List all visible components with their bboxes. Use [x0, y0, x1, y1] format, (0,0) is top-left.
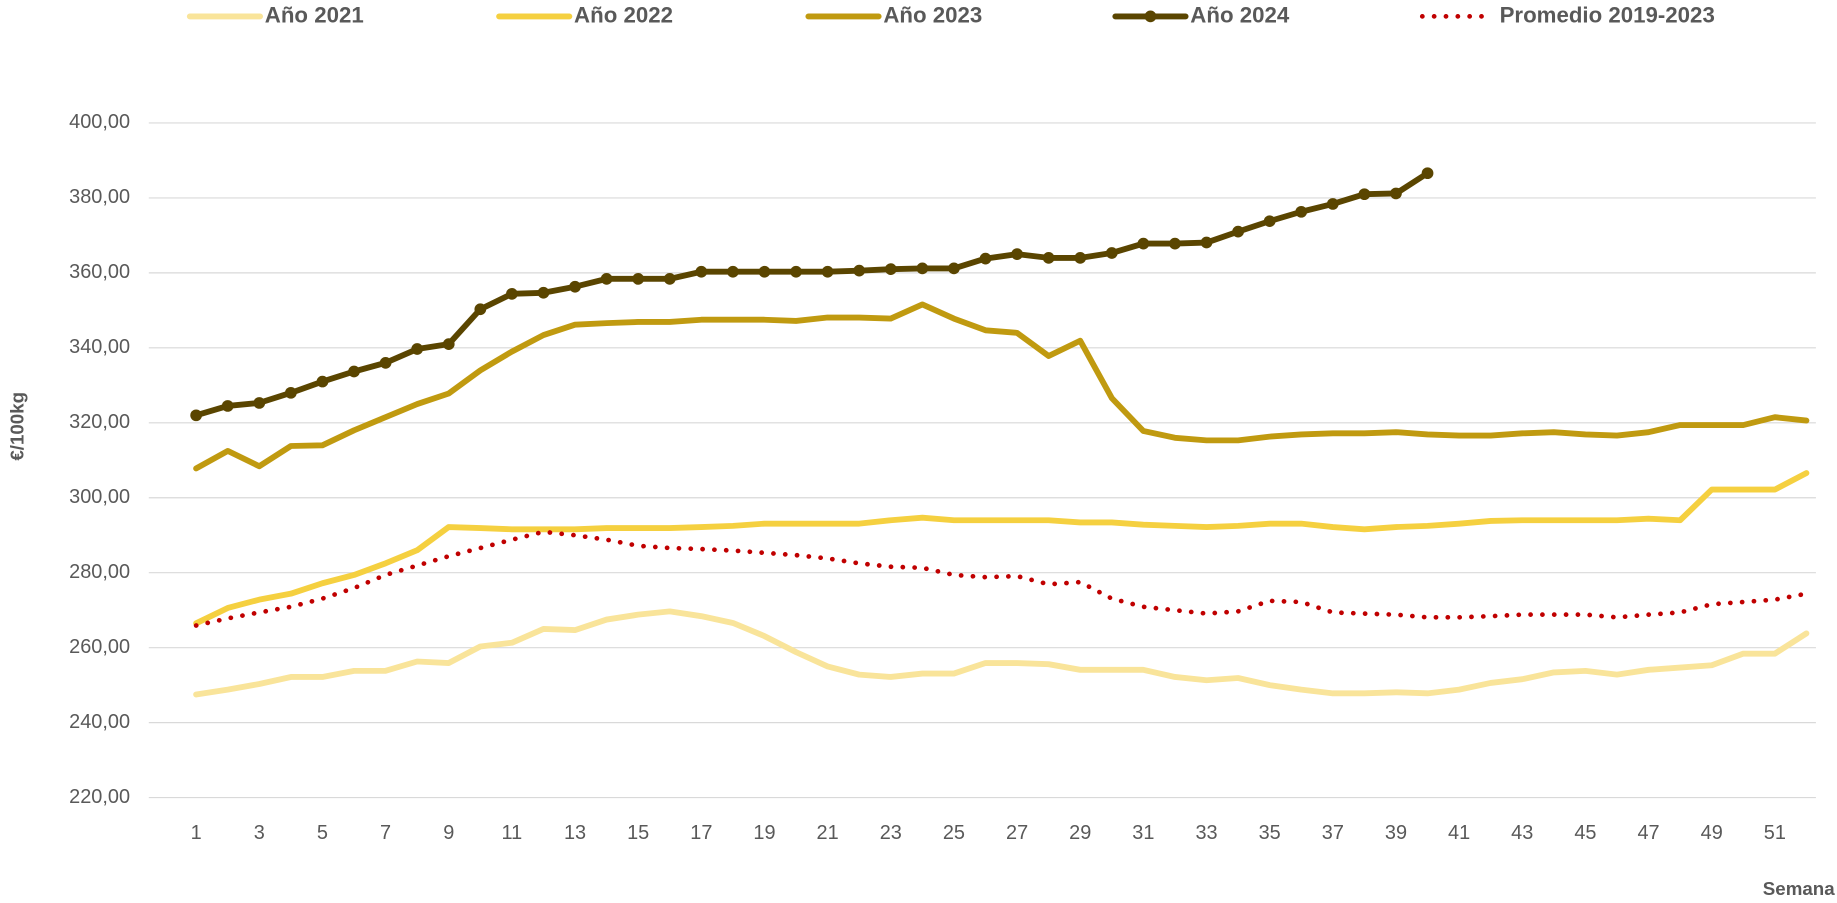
- data-point: [916, 262, 929, 275]
- data-point: [1011, 248, 1023, 261]
- data-point: [1169, 237, 1181, 250]
- data-point: [884, 263, 897, 275]
- x-tick-label: 33: [1195, 822, 1217, 844]
- data-point: [379, 356, 392, 369]
- data-point: [1358, 188, 1371, 201]
- y-tick-label: 360,00: [69, 261, 130, 283]
- data-point: [190, 409, 203, 422]
- legend-marker: [1144, 10, 1157, 23]
- data-point: [790, 265, 802, 278]
- data-point: [1042, 252, 1055, 264]
- x-tick-label: 23: [880, 822, 902, 844]
- x-tick-label: 1: [191, 822, 202, 844]
- x-tick-label: 5: [317, 822, 328, 844]
- data-point: [285, 386, 297, 399]
- x-tick-label: 27: [1006, 822, 1028, 844]
- x-tick-label: 21: [817, 822, 839, 844]
- x-tick-label: 41: [1448, 822, 1470, 844]
- x-tick-label: 3: [254, 822, 265, 844]
- data-point: [727, 265, 739, 278]
- data-point: [979, 252, 992, 265]
- data-point: [411, 343, 424, 355]
- x-tick-label: 51: [1764, 822, 1786, 844]
- x-tick-label: 19: [753, 822, 775, 844]
- x-tick-label: 25: [943, 822, 965, 844]
- y-tick-label: 260,00: [69, 636, 130, 658]
- x-tick-label: 39: [1385, 822, 1407, 844]
- data-point: [506, 288, 518, 300]
- data-point: [663, 273, 676, 285]
- data-point: [1390, 187, 1402, 200]
- data-point: [474, 303, 487, 316]
- legend-label: Año 2022: [574, 2, 673, 27]
- data-point: [221, 400, 234, 412]
- data-point: [1137, 237, 1150, 250]
- x-tick-label: 47: [1637, 822, 1659, 844]
- y-tick-label: 320,00: [69, 411, 130, 433]
- legend-label: Año 2023: [883, 2, 982, 27]
- series-line: [193, 529, 1809, 628]
- x-tick-label: 29: [1069, 822, 1091, 844]
- y-axis-title: €/100kg: [7, 392, 28, 461]
- data-point: [948, 262, 960, 275]
- data-point: [853, 264, 866, 277]
- series-line: [193, 170, 1431, 419]
- data-point: [537, 286, 550, 299]
- x-tick-label: 43: [1511, 822, 1533, 844]
- x-tick-label: 45: [1574, 822, 1596, 844]
- x-tick-label: 13: [564, 822, 586, 844]
- data-point: [632, 273, 645, 285]
- x-tick-label: 31: [1132, 822, 1154, 844]
- x-tick-label: 11: [502, 822, 523, 844]
- y-tick-label: 240,00: [69, 711, 130, 733]
- y-tick-label: 280,00: [69, 561, 130, 583]
- data-point: [253, 397, 266, 409]
- series-line: [193, 470, 1810, 627]
- data-point: [758, 265, 771, 278]
- data-point: [695, 265, 708, 278]
- legend-label: Promedio 2019-2023: [1500, 2, 1715, 27]
- y-tick-label: 400,00: [69, 111, 130, 133]
- series-line: [193, 608, 1810, 698]
- y-tick-label: 380,00: [69, 186, 130, 208]
- data-point: [1105, 247, 1118, 259]
- x-tick-label: 49: [1701, 822, 1723, 844]
- x-tick-label: 15: [627, 822, 649, 844]
- data-point: [569, 280, 581, 293]
- data-point: [600, 273, 613, 285]
- data-point: [1263, 215, 1276, 228]
- legend-label: Año 2024: [1190, 2, 1290, 27]
- data-point: [1200, 236, 1213, 249]
- legend-label: Año 2021: [265, 2, 364, 27]
- data-point: [316, 375, 329, 388]
- data-point: [1074, 252, 1087, 264]
- x-tick-label: 9: [443, 822, 454, 844]
- y-tick-label: 300,00: [69, 486, 130, 508]
- data-point: [1295, 205, 1308, 218]
- data-point: [1232, 225, 1244, 238]
- x-tick-label: 7: [380, 822, 391, 844]
- data-point: [1421, 167, 1434, 180]
- data-point: [821, 265, 834, 278]
- series-line: [193, 301, 1810, 472]
- x-tick-label: 37: [1322, 822, 1344, 844]
- data-point: [442, 338, 455, 350]
- x-tick-label: 17: [690, 822, 712, 844]
- data-point: [1326, 198, 1339, 210]
- x-tick-label: 35: [1259, 822, 1281, 844]
- x-axis-title: Semana: [1763, 878, 1835, 899]
- y-tick-label: 220,00: [69, 786, 130, 808]
- data-point: [348, 365, 360, 378]
- y-tick-label: 340,00: [69, 336, 130, 358]
